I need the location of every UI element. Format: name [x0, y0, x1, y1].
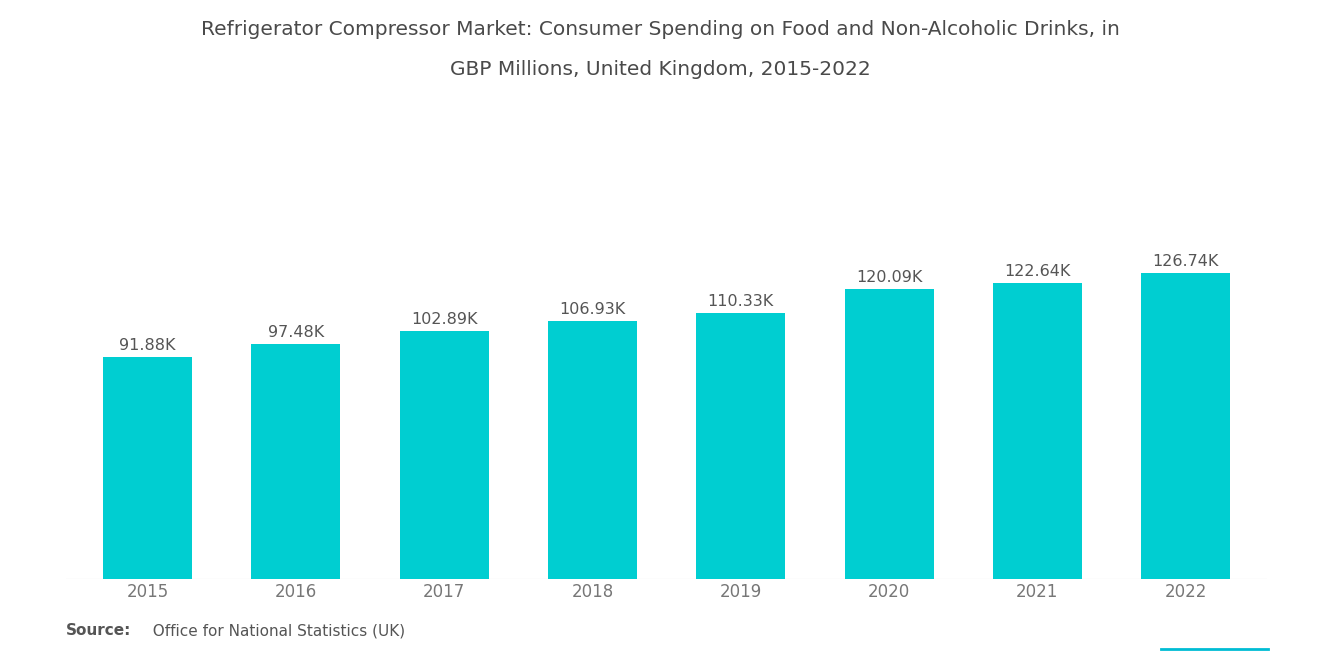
Bar: [400, 331, 488, 579]
Text: 102.89K: 102.89K: [411, 312, 478, 327]
Text: 97.48K: 97.48K: [268, 325, 323, 340]
Text: 91.88K: 91.88K: [119, 338, 176, 353]
Text: Office for National Statistics (UK): Office for National Statistics (UK): [143, 623, 405, 638]
Text: 126.74K: 126.74K: [1152, 255, 1218, 269]
Text: Refrigerator Compressor Market: Consumer Spending on Food and Non-Alcoholic Drin: Refrigerator Compressor Market: Consumer…: [201, 20, 1119, 39]
Bar: [696, 313, 785, 579]
Text: GBP Millions, United Kingdom, 2015-2022: GBP Millions, United Kingdom, 2015-2022: [450, 60, 870, 79]
Text: Source:: Source:: [66, 623, 132, 638]
Text: 110.33K: 110.33K: [708, 294, 774, 309]
Bar: [1142, 273, 1230, 579]
Bar: [548, 321, 638, 579]
Text: 106.93K: 106.93K: [560, 302, 626, 317]
Bar: [845, 289, 933, 579]
Text: 120.09K: 120.09K: [855, 271, 923, 285]
Bar: [251, 344, 341, 579]
Bar: [993, 283, 1082, 579]
Text: 122.64K: 122.64K: [1005, 264, 1071, 279]
Bar: [103, 357, 191, 579]
